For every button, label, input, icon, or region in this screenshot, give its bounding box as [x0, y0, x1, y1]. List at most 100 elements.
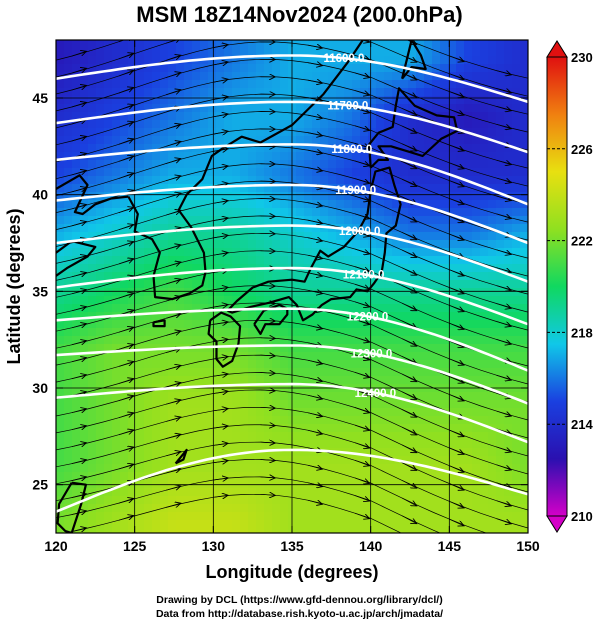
field-cell: [400, 368, 409, 377]
field-cell: [192, 152, 201, 161]
field-cell: [176, 160, 185, 169]
field-cell: [144, 88, 153, 97]
wind-arrow: [213, 201, 227, 204]
field-cell: [512, 64, 521, 73]
field-cell: [360, 184, 369, 193]
field-cell: [200, 328, 209, 337]
field-cell: [240, 248, 249, 257]
field-cell: [152, 112, 161, 121]
field-cell: [256, 216, 265, 225]
field-cell: [216, 520, 225, 529]
field-cell: [176, 80, 185, 89]
field-cell: [456, 408, 465, 417]
field-cell: [208, 240, 217, 249]
field-cell: [496, 176, 505, 185]
field-cell: [120, 424, 129, 433]
field-cell: [184, 176, 193, 185]
field-cell: [80, 472, 89, 481]
field-cell: [272, 496, 281, 505]
field-cell: [104, 224, 113, 233]
field-cell: [424, 120, 433, 129]
field-cell: [512, 200, 521, 209]
field-cell: [408, 256, 417, 265]
field-cell: [344, 408, 353, 417]
field-cell: [408, 48, 417, 57]
field-cell: [360, 344, 369, 353]
field-cell: [456, 368, 465, 377]
field-cell: [136, 496, 145, 505]
field-cell: [232, 520, 241, 529]
field-cell: [192, 112, 201, 121]
field-cell: [296, 392, 305, 401]
wind-arrow: [213, 495, 227, 497]
field-cell: [448, 216, 457, 225]
field-cell: [88, 296, 97, 305]
field-cell: [400, 528, 409, 533]
field-cell: [512, 352, 521, 361]
field-cell: [480, 160, 489, 169]
wind-arrow: [118, 156, 133, 162]
field-cell: [264, 416, 273, 425]
field-cell: [480, 328, 489, 337]
field-cell: [72, 104, 81, 113]
field-cell: [488, 256, 497, 265]
field-cell: [312, 104, 321, 113]
field-cell: [344, 128, 353, 137]
field-cell: [472, 336, 481, 345]
field-cell: [384, 56, 393, 65]
field-cell: [256, 504, 265, 513]
field-cell: [240, 48, 249, 57]
field-cell: [456, 112, 465, 121]
field-cell: [112, 512, 121, 521]
field-cell: [320, 496, 329, 505]
field-cell: [320, 72, 329, 81]
wind-arrow: [71, 103, 86, 108]
field-cell: [64, 320, 73, 329]
field-cell: [96, 216, 105, 225]
field-cell: [200, 136, 209, 145]
field-cell: [512, 336, 521, 345]
field-cell: [208, 496, 217, 505]
field-cell: [496, 520, 505, 529]
wind-arrow: [118, 242, 133, 248]
field-cell: [392, 64, 401, 73]
field-cell: [176, 96, 185, 105]
field-cell: [464, 144, 473, 153]
field-cell: [384, 320, 393, 329]
field-cell: [104, 56, 113, 65]
field-cell: [88, 328, 97, 337]
wind-arrow: [213, 166, 227, 169]
field-cell: [272, 80, 281, 89]
field-cell: [152, 392, 161, 401]
field-cell: [448, 136, 457, 145]
field-cell: [512, 264, 521, 273]
field-cell: [208, 160, 217, 169]
field-cell: [312, 456, 321, 465]
field-cell: [248, 336, 257, 345]
field-cell: [280, 272, 289, 281]
field-cell: [192, 280, 201, 289]
field-cell: [56, 336, 65, 345]
field-cell: [56, 120, 65, 129]
field-cell: [496, 416, 505, 425]
field-cell: [72, 352, 81, 361]
field-cell: [240, 472, 249, 481]
field-cell: [192, 176, 201, 185]
field-cell: [72, 136, 81, 145]
field-cell: [264, 280, 273, 289]
wind-arrow: [496, 106, 511, 110]
field-cell: [488, 56, 497, 65]
field-cell: [416, 312, 425, 321]
field-cell: [304, 488, 313, 497]
field-cell: [416, 72, 425, 81]
field-cell: [448, 104, 457, 113]
field-cell: [360, 368, 369, 377]
field-cell: [272, 104, 281, 113]
field-cell: [232, 392, 241, 401]
field-cell: [216, 200, 225, 209]
field-cell: [120, 168, 129, 177]
field-cell: [512, 320, 521, 329]
field-cell: [512, 280, 521, 289]
field-cell: [240, 424, 249, 433]
field-cell: [296, 256, 305, 265]
